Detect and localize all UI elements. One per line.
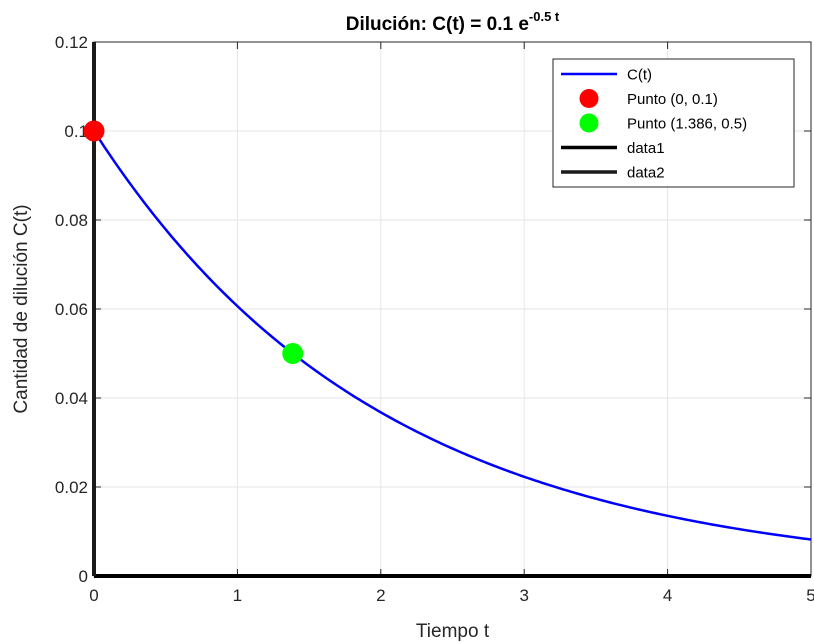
y-tick-label: 0.04 <box>55 389 88 408</box>
x-tick-label: 5 <box>806 586 814 605</box>
legend-swatch-marker <box>579 113 599 133</box>
y-axis-label: Cantidad de dilución C(t) <box>11 204 32 413</box>
chart-title-superscript: -0.5 t <box>529 9 560 24</box>
chart-legend: C(t) Punto (0, 0.1) Punto (1.386, 0.5) data… <box>552 58 795 188</box>
x-tick-label: 0 <box>89 586 98 605</box>
y-tick-label: 0.12 <box>55 33 88 52</box>
legend-swatch-marker <box>579 89 599 108</box>
y-tick-label: 0.02 <box>55 478 88 497</box>
y-tick-label: 0.1 <box>64 122 88 141</box>
legend-entry-label: data2 <box>627 165 665 182</box>
y-tick-label: 0.08 <box>55 211 88 230</box>
x-axis-label: Tiempo t <box>416 621 490 642</box>
legend-entry-label: C(t) <box>627 67 652 84</box>
x-tick-label: 2 <box>376 586 385 605</box>
axis-ticks: 0 1 2 3 4 5 0 0.02 0.04 0.06 0.08 0.1 0.12 <box>55 33 814 605</box>
data-point-red <box>83 120 105 142</box>
legend-entry-label: data1 <box>627 140 665 157</box>
legend-entry-label: Punto (0, 0.1) <box>627 91 718 108</box>
x-tick-label: 4 <box>663 586 672 605</box>
legend-entry-label: Punto (1.386, 0.5) <box>627 116 747 133</box>
y-tick-label: 0.06 <box>55 300 88 319</box>
series-line-ct <box>92 130 812 541</box>
chart-title-main: Dilución: C(t) = 0.1 e <box>346 14 529 35</box>
y-tick-label: 0 <box>79 567 88 586</box>
x-tick-label: 1 <box>233 586 242 605</box>
x-tick-label: 3 <box>519 586 528 605</box>
data-series <box>83 42 812 578</box>
data-point-green <box>282 343 304 364</box>
chart-title: Dilución: C(t) = 0.1 e-0.5 t <box>346 9 560 35</box>
